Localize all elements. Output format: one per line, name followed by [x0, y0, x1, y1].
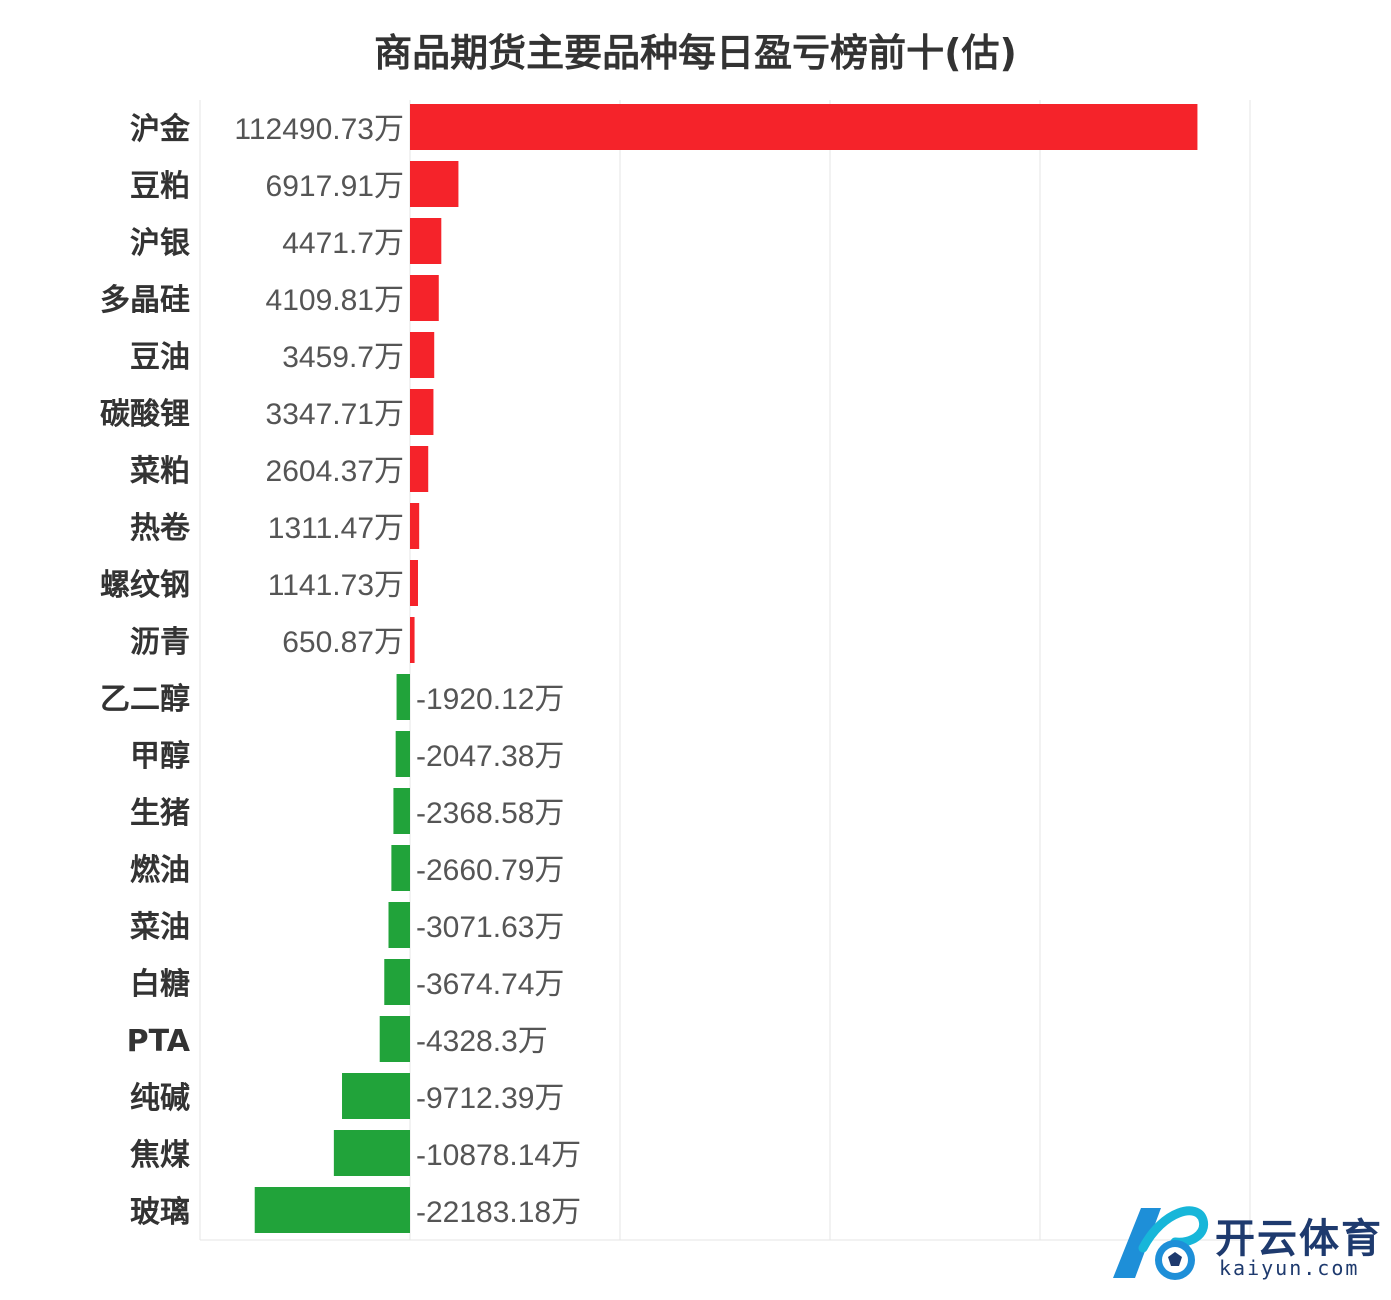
watermark-brand: 开云体育 [1215, 1216, 1383, 1262]
category-label: 纯碱 [130, 1081, 190, 1116]
category-label: 豆粕 [130, 169, 190, 204]
bar-18 [342, 1073, 410, 1119]
bar-11 [396, 674, 410, 720]
category-label: 螺纹钢 [100, 568, 190, 603]
value-label: -2047.38万 [416, 740, 564, 773]
bar-12 [395, 731, 410, 777]
bar-1 [410, 104, 1198, 150]
bar-14 [391, 845, 410, 891]
value-label: 4109.81万 [266, 284, 404, 317]
bar-3 [410, 218, 442, 264]
bar-2 [410, 161, 459, 207]
category-label: 菜油 [130, 910, 190, 945]
value-label: 3459.7万 [282, 341, 404, 374]
category-label: 沥青 [130, 625, 190, 660]
bar-6 [410, 389, 434, 435]
value-label: -10878.14万 [416, 1139, 581, 1172]
category-label: 白糖 [130, 967, 190, 1002]
category-label: PTA [127, 1024, 191, 1059]
bar-9 [410, 560, 418, 606]
value-label: -22183.18万 [416, 1196, 581, 1229]
value-label: 1311.47万 [268, 512, 404, 545]
value-label: -3071.63万 [416, 911, 564, 944]
value-label: -1920.12万 [416, 683, 564, 716]
category-label: 乙二醇 [100, 682, 190, 717]
bar-19 [333, 1130, 410, 1176]
kaiyun-emblem-icon [1113, 1206, 1209, 1280]
category-label: 甲醇 [130, 739, 190, 774]
bar-5 [410, 332, 435, 378]
category-label: 豆油 [130, 340, 190, 375]
category-label: 多晶硅 [100, 283, 190, 318]
bar-20 [254, 1187, 410, 1233]
watermark-url: kaiyun.com [1219, 1256, 1360, 1280]
value-label: 2604.37万 [266, 455, 404, 488]
bar-7 [410, 446, 429, 492]
value-label: 112490.73万 [234, 113, 404, 146]
chart-title: 商品期货主要品种每日盈亏榜前十(估) [374, 31, 1017, 75]
bar-17 [379, 1016, 410, 1062]
value-label: -9712.39万 [416, 1082, 564, 1115]
bar-16 [384, 959, 410, 1005]
category-label: 菜粕 [130, 454, 190, 489]
category-label: 燃油 [130, 853, 190, 888]
category-label: 焦煤 [130, 1138, 190, 1173]
category-label: 碳酸锂 [100, 397, 190, 432]
bar-10 [410, 617, 415, 663]
category-label: 生猪 [130, 796, 190, 831]
value-label: -2660.79万 [416, 854, 564, 887]
value-label: 650.87万 [282, 626, 404, 659]
value-label: 4471.7万 [282, 227, 404, 260]
bar-15 [388, 902, 410, 948]
bar-13 [393, 788, 410, 834]
kaiyun-logo: 开云体育 kaiyun.com [1103, 1200, 1383, 1290]
bar-8 [410, 503, 420, 549]
category-label: 热卷 [130, 511, 191, 546]
value-label: 6917.91万 [266, 170, 404, 203]
category-label: 沪金 [130, 112, 191, 147]
category-label: 沪银 [130, 226, 190, 261]
value-label: -3674.74万 [416, 968, 564, 1001]
bar-4 [410, 275, 439, 321]
category-label: 玻璃 [130, 1195, 190, 1230]
value-label: 3347.71万 [266, 398, 404, 431]
value-label: 1141.73万 [268, 569, 404, 602]
value-label: -2368.58万 [416, 797, 564, 830]
value-label: -4328.3万 [416, 1025, 548, 1058]
